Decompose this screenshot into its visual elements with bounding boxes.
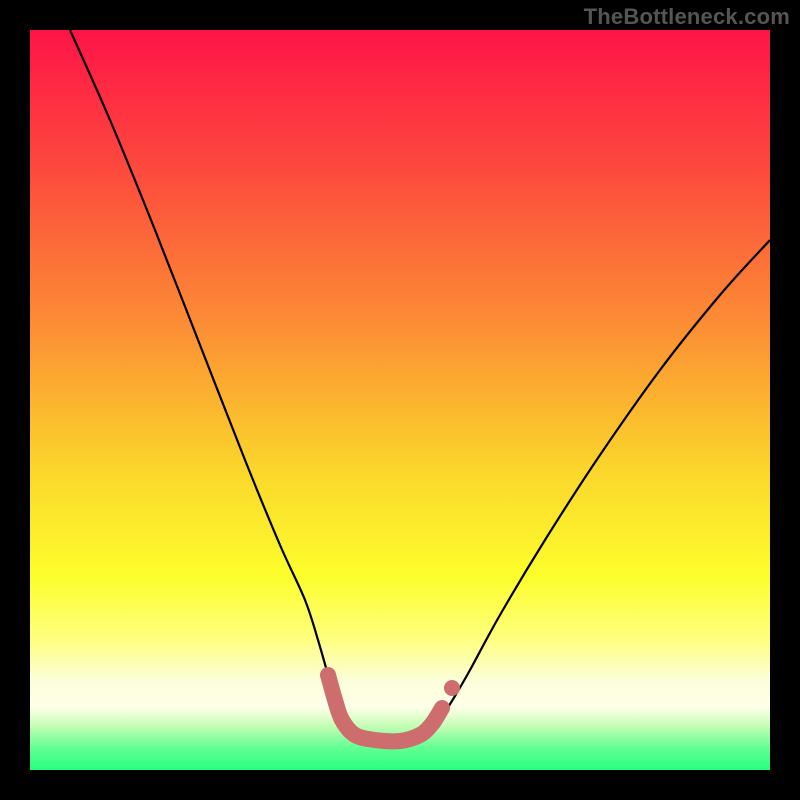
chart-container: TheBottleneck.com <box>0 0 800 800</box>
marker-endpoint-dots <box>444 680 460 696</box>
watermark-text: TheBottleneck.com <box>584 4 790 30</box>
plot-background <box>30 30 770 770</box>
bottleneck-curve-chart <box>0 0 800 800</box>
